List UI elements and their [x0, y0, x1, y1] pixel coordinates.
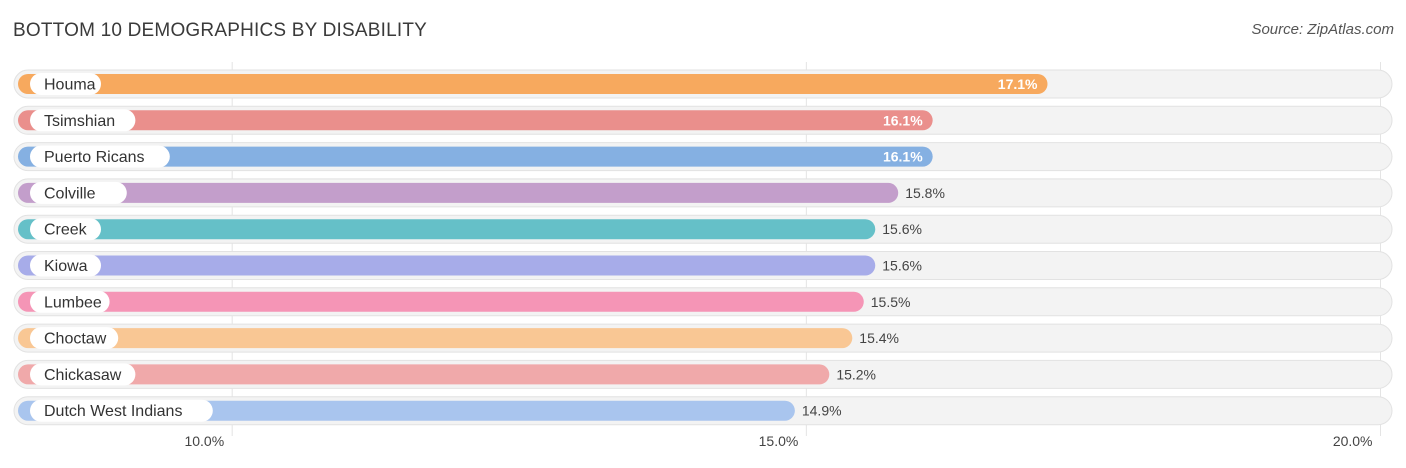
value-label: 15.6%: [882, 258, 922, 274]
value-label: 16.1%: [883, 112, 923, 128]
category-label-bg: [30, 109, 136, 132]
bar: [18, 400, 795, 421]
category-label-bg: [30, 73, 101, 95]
chart-title: BOTTOM 10 DEMOGRAPHICS BY DISABILITY: [13, 20, 428, 41]
category-label-bg: [30, 181, 127, 204]
bar: [18, 291, 864, 312]
category-label: Choctaw: [44, 331, 107, 348]
bar: [18, 182, 899, 203]
category-label: Kiowa: [44, 258, 88, 275]
category-label-bg: [30, 145, 170, 168]
value-label: 15.8%: [905, 185, 945, 201]
bar: [18, 255, 876, 276]
category-label-bg: [30, 254, 101, 277]
bar: [18, 364, 830, 385]
bar: [18, 74, 1048, 94]
bar: [18, 110, 933, 131]
category-label-bg: [30, 218, 101, 241]
value-label: 15.4%: [859, 330, 899, 346]
category-label: Dutch West Indians: [44, 403, 182, 420]
bar: [18, 328, 853, 349]
category-label-bg: [30, 290, 110, 313]
bar: [18, 146, 933, 167]
category-label-bg: [30, 363, 136, 386]
value-label: 15.5%: [871, 294, 911, 310]
value-label: 16.1%: [883, 149, 923, 165]
value-label: 15.2%: [836, 366, 876, 382]
value-label: 15.6%: [882, 221, 922, 237]
chart-source: Source: ZipAtlas.com: [1251, 21, 1394, 38]
x-tick-label: 15.0%: [759, 433, 799, 449]
category-label: Chickasaw: [44, 367, 122, 384]
value-label: 17.1%: [998, 76, 1038, 92]
x-tick-label: 10.0%: [184, 433, 224, 449]
category-label: Tsimshian: [44, 113, 115, 130]
category-label: Creek: [44, 222, 88, 239]
bar: [18, 219, 876, 240]
x-tick-label: 20.0%: [1333, 433, 1373, 449]
category-label: Houma: [44, 77, 96, 94]
category-label-bg: [30, 327, 119, 350]
category-label-bg: [30, 399, 213, 422]
category-label: Lumbee: [44, 294, 102, 311]
category-label: Colville: [44, 185, 96, 202]
value-label: 14.9%: [802, 403, 842, 419]
category-label: Puerto Ricans: [44, 149, 145, 166]
